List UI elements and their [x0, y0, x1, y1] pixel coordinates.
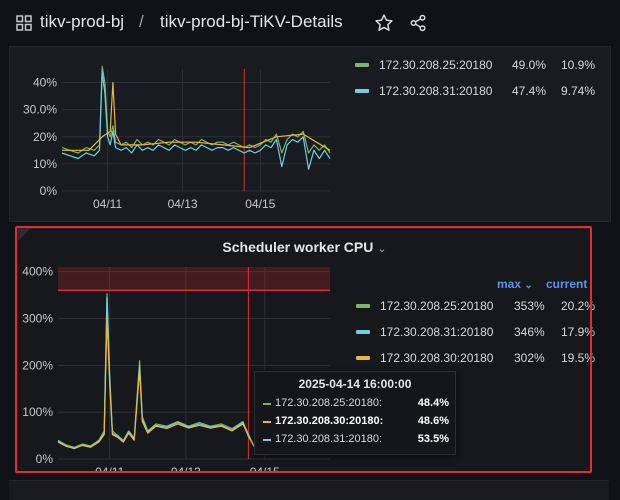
legend-max-value: 346%: [514, 325, 545, 339]
top-cpu-chart: 0% 10% 20% 30.0% 40% 04/11 04/13 04/15: [23, 65, 331, 211]
tooltip-row: 172.30.208.31:20180: 53.5%: [263, 433, 449, 448]
legend-item[interactable]: 172.30.208.31:20180 47.4% 9.74%: [355, 84, 605, 100]
cpu-panel-top: 0% 10% 20% 30.0% 40% 04/11 04/13 04/15 172.30.2…: [9, 46, 611, 222]
legend-current-value: 17.9%: [561, 325, 596, 339]
legend-item[interactable]: 172.30.208.30:20180 302% 19.5%: [356, 351, 595, 367]
threshold-region: [58, 267, 330, 291]
legend-swatch: [356, 304, 370, 308]
tooltip-swatch: [263, 439, 271, 441]
tooltip-timestamp: 2025-04-14 16:00:00: [298, 377, 412, 391]
y-tick-label: 10%: [33, 157, 57, 171]
scheduler-cpu-chart: 0% 100% 200% 300% 400% 04/11 04/13 04/15: [22, 265, 330, 472]
star-icon[interactable]: [374, 13, 394, 33]
legend-max-value: 47.4%: [512, 84, 547, 98]
legend-current-value: 9.74%: [561, 84, 596, 98]
panel-info-corner-icon[interactable]: [18, 229, 30, 241]
legend-series-name: 172.30.208.30:20180: [380, 351, 494, 365]
next-panel-edge: [9, 480, 609, 500]
y-tick-label: 0%: [40, 184, 58, 198]
series-line: [57, 293, 266, 448]
legend-series-name: 172.30.208.25:20180: [379, 58, 493, 72]
legend-series-name: 172.30.208.25:20180: [380, 299, 494, 313]
y-tick-label: 20%: [33, 130, 57, 144]
tooltip-row-highlighted: 172.30.208.30:20180: 48.6%: [263, 415, 449, 430]
legend-current-value: 10.9%: [561, 58, 596, 72]
tooltip-swatch: [263, 421, 271, 423]
sort-chevron-icon: ⌄: [524, 280, 533, 291]
panel-title-text: Scheduler worker CPU: [222, 239, 374, 255]
tooltip-series-name: 172.30.208.31:20180:: [275, 433, 383, 445]
legend-series-name: 172.30.208.31:20180: [379, 84, 493, 98]
legend-max-value: 353%: [514, 299, 545, 313]
tooltip-series-name: 172.30.208.25:20180:: [275, 397, 383, 409]
legend-swatch: [355, 63, 369, 67]
breadcrumb-folder[interactable]: tikv-prod-bj: [40, 12, 125, 31]
chevron-down-icon: ⌄: [377, 243, 387, 255]
y-tick-label: 300%: [22, 312, 53, 326]
dashboard-title[interactable]: tikv-prod-bj-TiKV-Details: [160, 12, 343, 31]
x-tick-label: 04/13: [171, 465, 201, 472]
legend-item[interactable]: 172.30.208.25:20180 353% 20.2%: [356, 299, 595, 315]
top-navbar: tikv-prod-bj / tikv-prod-bj-TiKV-Details: [0, 0, 620, 46]
dashboards-grid-icon[interactable]: [16, 15, 32, 31]
breadcrumb-separator: /: [139, 12, 144, 31]
y-tick-label: 400%: [22, 265, 53, 279]
y-tick-label: 200%: [22, 358, 53, 372]
legend-item[interactable]: 172.30.208.25:20180 49.0% 10.9%: [355, 58, 605, 74]
series-line: [61, 65, 331, 154]
x-tick-label: 04/15: [245, 197, 275, 211]
series-line: [62, 81, 331, 151]
legend-current-value: 20.2%: [561, 299, 596, 313]
x-tick-label: 04/11: [93, 197, 122, 211]
series-line: [57, 296, 266, 450]
legend-item[interactable]: 172.30.208.31:20180 346% 17.9%: [356, 325, 595, 341]
y-tick-label: 30.0%: [23, 103, 57, 117]
legend-max-value: 49.0%: [512, 58, 547, 72]
panel-title[interactable]: Scheduler worker CPU ⌄: [18, 239, 591, 255]
legend-header-current[interactable]: current: [546, 277, 588, 291]
share-icon[interactable]: [409, 14, 427, 32]
tooltip-series-name: 172.30.208.30:20180:: [275, 415, 384, 427]
x-tick-label: 04/11: [95, 465, 124, 472]
legend-current-value: 19.5%: [561, 351, 596, 365]
legend-header-max[interactable]: max ⌄: [497, 277, 533, 291]
tooltip-row: 172.30.208.25:20180: 48.4%: [263, 397, 449, 412]
legend-header-max-label: max: [497, 277, 522, 291]
series-line: [57, 316, 266, 449]
x-tick-label: 04/13: [168, 197, 198, 211]
y-tick-label: 100%: [22, 405, 53, 419]
series-line: [61, 71, 331, 170]
legend-series-name: 172.30.208.31:20180: [380, 325, 494, 339]
legend-max-value: 302%: [514, 351, 545, 365]
y-tick-label: 0%: [36, 452, 54, 466]
tooltip-series-value: 53.5%: [417, 433, 449, 445]
tooltip-series-value: 48.4%: [417, 397, 449, 409]
graph-tooltip: 2025-04-14 16:00:00 172.30.208.25:20180:…: [254, 371, 456, 455]
tooltip-series-value: 48.6%: [417, 415, 449, 427]
tooltip-swatch: [263, 403, 271, 405]
x-tick-label: 04/15: [250, 465, 280, 472]
legend-swatch: [356, 356, 370, 360]
legend-swatch: [355, 89, 369, 93]
legend-swatch: [356, 330, 370, 334]
y-tick-label: 40%: [33, 76, 57, 90]
